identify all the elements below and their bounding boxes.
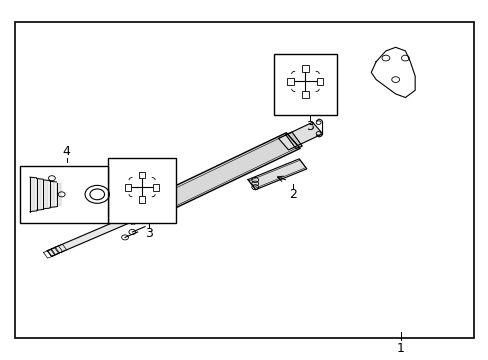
Polygon shape <box>138 201 158 219</box>
Polygon shape <box>43 180 48 209</box>
Bar <box>302 65 308 72</box>
Text: 3: 3 <box>145 227 153 240</box>
Bar <box>139 171 145 178</box>
Bar <box>139 196 145 203</box>
Polygon shape <box>47 213 139 256</box>
Polygon shape <box>37 179 41 210</box>
Polygon shape <box>30 177 35 212</box>
Bar <box>273 54 336 116</box>
Polygon shape <box>50 181 55 207</box>
Bar <box>302 91 308 98</box>
Bar <box>15 22 473 338</box>
Polygon shape <box>140 133 300 218</box>
Polygon shape <box>64 184 76 204</box>
Bar <box>316 78 323 85</box>
Bar <box>108 158 176 223</box>
Polygon shape <box>247 159 306 190</box>
Polygon shape <box>125 210 141 224</box>
Polygon shape <box>285 132 302 149</box>
Bar <box>20 166 108 223</box>
Bar <box>287 78 294 85</box>
Text: 3: 3 <box>306 120 314 133</box>
Bar <box>125 184 131 190</box>
Text: 2: 2 <box>289 188 297 201</box>
Polygon shape <box>123 200 161 224</box>
Polygon shape <box>278 122 322 150</box>
Bar <box>152 184 159 190</box>
Text: 1: 1 <box>396 342 404 355</box>
Text: 4: 4 <box>62 145 70 158</box>
Polygon shape <box>57 183 61 206</box>
